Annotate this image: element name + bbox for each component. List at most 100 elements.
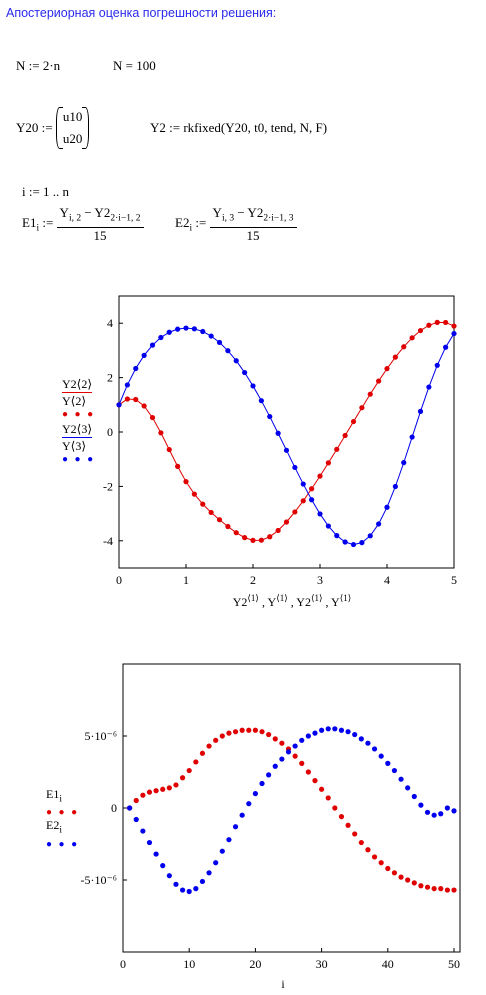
legend-y2-3: Y2⟨3⟩ — [62, 422, 93, 438]
y-tick-label: -2 — [103, 479, 113, 493]
data-point — [193, 886, 199, 892]
data-point — [133, 365, 139, 372]
data-point — [219, 848, 225, 854]
data-point — [233, 358, 239, 364]
data-point — [252, 727, 258, 733]
data-point — [200, 328, 206, 335]
n-definition[interactable]: N := 2·n — [16, 58, 61, 73]
data-point — [206, 870, 212, 876]
data-point — [334, 533, 340, 539]
data-point — [385, 865, 391, 872]
data-point — [232, 824, 239, 830]
plot-area[interactable] — [118, 295, 455, 569]
data-point — [359, 405, 365, 411]
data-point — [359, 540, 365, 546]
data-point — [352, 831, 358, 837]
chart2-legend: E1i ● ● ● E2i ● ● ● — [46, 788, 79, 851]
error-chart[interactable]: 0 10 20 30 40 50 5·10⁻⁶ 0 -5·10⁻⁶ i — [0, 660, 486, 995]
data-point — [385, 760, 391, 766]
data-point — [208, 333, 214, 339]
e2-definition[interactable]: E2i := Yi, 3 − Y22·i−1, 3 15 — [175, 205, 297, 244]
n-value[interactable]: N = 100 — [113, 58, 156, 73]
y-tick-label: -5·10⁻⁶ — [80, 873, 117, 887]
data-point — [292, 743, 298, 749]
x-tick-label: 50 — [448, 957, 460, 971]
data-point — [246, 801, 252, 807]
data-point — [267, 413, 273, 420]
data-point — [411, 793, 417, 800]
data-point — [173, 782, 179, 788]
data-point — [124, 382, 130, 388]
data-point — [305, 733, 311, 739]
data-point — [431, 812, 437, 818]
plot-area[interactable] — [122, 663, 461, 953]
data-point — [160, 863, 166, 869]
data-point — [283, 519, 290, 525]
legend-y-2: Y⟨2⟩ — [62, 394, 87, 408]
data-point — [246, 727, 252, 733]
data-point — [219, 733, 225, 739]
data-point — [417, 327, 424, 334]
data-point — [411, 880, 417, 886]
data-point — [272, 736, 278, 742]
data-point — [179, 887, 186, 893]
data-point — [325, 795, 331, 801]
e2-lhs: E2i := — [175, 215, 207, 234]
data-point — [342, 539, 348, 545]
data-point — [199, 878, 206, 885]
legend-e2: E2i — [46, 818, 62, 836]
data-point — [409, 434, 415, 440]
legend-y2-2: Y2⟨2⟩ — [62, 377, 93, 393]
legend-y-3: Y⟨3⟩ — [62, 439, 87, 453]
data-point — [272, 763, 278, 769]
data-point — [434, 319, 440, 325]
y-tick-label: -4 — [103, 534, 113, 548]
data-point — [191, 491, 197, 497]
legend-blue-dots: ● ● ● — [62, 454, 96, 465]
data-point — [426, 322, 432, 328]
data-point — [365, 847, 371, 853]
data-point — [258, 398, 264, 404]
data-point — [424, 884, 431, 890]
data-point — [451, 330, 457, 337]
data-point — [216, 339, 223, 346]
data-point — [332, 805, 338, 811]
data-point — [149, 414, 156, 421]
data-point — [334, 446, 340, 452]
e1-definition[interactable]: E1i := Yi, 2 − Y22·i−1, 2 15 — [22, 205, 144, 244]
y20-definition[interactable]: Y20 := u10 u20 — [16, 106, 89, 150]
e1-lhs: E1i := — [22, 215, 54, 234]
data-point — [426, 384, 432, 390]
data-point — [392, 354, 398, 360]
data-point — [166, 785, 172, 791]
data-point — [292, 509, 298, 515]
data-point — [225, 523, 231, 530]
data-point — [175, 326, 181, 332]
data-point — [299, 737, 305, 743]
y-tick-label: 5·10⁻⁶ — [84, 729, 117, 743]
data-point — [325, 726, 331, 732]
x-tick-label: 2 — [250, 573, 256, 587]
data-point — [309, 486, 315, 492]
data-point — [285, 749, 292, 755]
y2-definition[interactable]: Y2 := rkfixed(Y20, t0, tend, N, F) — [150, 120, 328, 135]
x-axis-label: i — [281, 977, 285, 991]
data-point — [418, 802, 424, 808]
legend-e2-dots: ● ● ● — [46, 838, 80, 850]
data-point — [160, 786, 166, 792]
i-range[interactable]: i := 1 .. n — [22, 184, 70, 199]
data-point — [259, 780, 265, 787]
data-point — [358, 839, 364, 846]
data-point — [332, 726, 338, 732]
data-point — [352, 731, 358, 738]
data-point — [338, 727, 345, 733]
data-point — [300, 498, 306, 504]
solution-chart[interactable]: 0 1 2 3 4 5 4 2 0 -2 -4 Y2⟨1⟩ , Y⟨1⟩ , Y2⟨1⟩ , Y⟨1… — [0, 288, 486, 618]
y-tick-label: 4 — [107, 316, 113, 330]
data-point — [166, 873, 172, 879]
data-point — [283, 447, 290, 453]
data-point — [365, 740, 371, 746]
data-point — [391, 870, 398, 876]
data-point — [191, 326, 197, 332]
data-point — [299, 760, 305, 766]
